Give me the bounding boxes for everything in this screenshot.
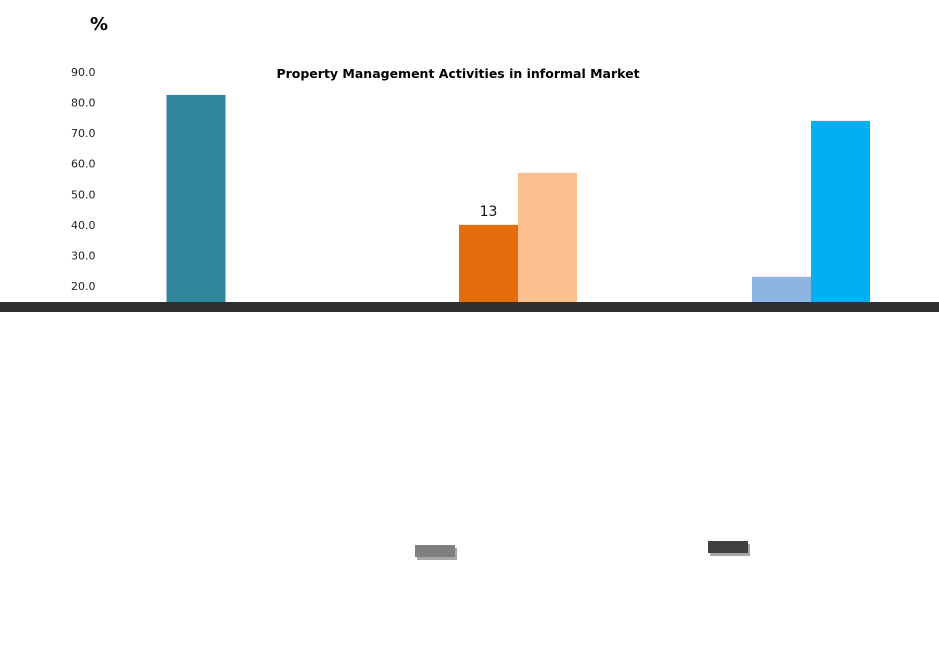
y-axis-ticks: 90.0 80.0 70.0 60.0 50.0 40.0 30.0 20.0 — [71, 66, 96, 293]
y-axis-unit-label: % — [90, 14, 108, 35]
legend-swatch — [708, 541, 748, 553]
bar — [459, 224, 518, 302]
chart-title: Property Management Activities in inform… — [276, 66, 639, 81]
y-tick-label: 90.0 — [71, 66, 96, 79]
y-tick-label: 70.0 — [71, 127, 96, 140]
chart-baseline-band — [0, 302, 939, 312]
data-labels: 13 — [480, 204, 498, 220]
bar — [166, 94, 226, 302]
bar — [811, 120, 870, 303]
y-tick-label: 20.0 — [71, 280, 96, 293]
y-tick-label: 80.0 — [71, 97, 96, 110]
y-tick-label: 50.0 — [71, 188, 96, 201]
legend-swatches — [415, 541, 750, 560]
legend-swatch — [415, 545, 455, 557]
y-tick-label: 60.0 — [71, 158, 96, 171]
bar — [518, 172, 577, 302]
y-tick-label: 30.0 — [71, 249, 96, 262]
y-tick-label: 40.0 — [71, 219, 96, 232]
bar-series — [166, 94, 870, 303]
bar — [752, 276, 811, 302]
bar-data-label: 13 — [480, 204, 498, 220]
